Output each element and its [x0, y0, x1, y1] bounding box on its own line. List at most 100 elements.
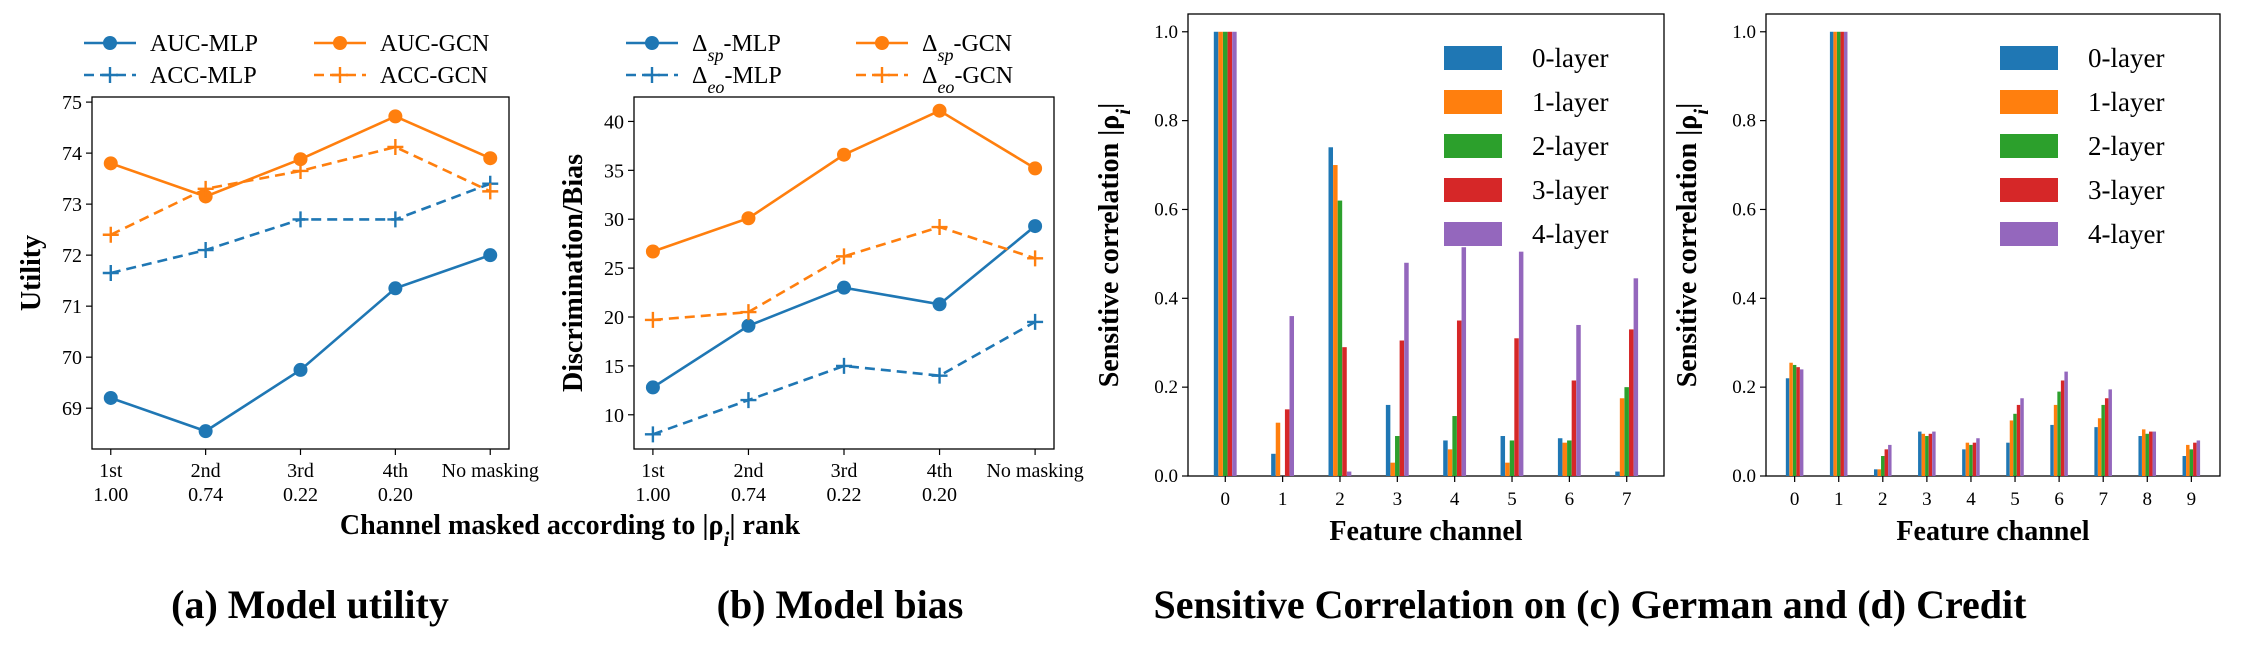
- series-line-eo-mlp: [652, 320, 1036, 436]
- data-point: [644, 311, 661, 328]
- bar-1-layer: [1447, 449, 1453, 476]
- x-tick-label: 4th: [383, 460, 409, 482]
- bar-1-layer: [1333, 165, 1338, 477]
- y-tick-label: 0.8: [1154, 111, 1178, 132]
- bar-3-layer: [1972, 442, 1977, 476]
- bar-0-layer: [2050, 424, 2054, 476]
- y-tick-label: 0.4: [1732, 288, 1756, 309]
- bar-2-layer: [2057, 391, 2061, 476]
- bar-2-layer: [2145, 433, 2149, 476]
- y-tick-label: 0.6: [1732, 199, 1756, 220]
- data-point: [932, 103, 947, 118]
- bar-4-layer: [1799, 369, 1804, 476]
- x-tick-label: 6: [1565, 489, 1575, 510]
- legend-label-1-layer: 1-layer: [2088, 87, 2164, 117]
- legend-label-eo-mlp: Δeo-MLP: [692, 63, 782, 97]
- legend-swatch-3-layer: [2000, 178, 2058, 202]
- series-line-acc-mlp: [110, 182, 491, 275]
- x-tick-label: 2nd: [191, 460, 221, 482]
- legend-label-auc-mlp: AUC-MLP: [150, 31, 258, 57]
- bar-1-layer: [1921, 433, 1926, 476]
- y-tick-label: 72: [62, 245, 82, 267]
- data-point: [482, 183, 499, 200]
- data-point: [387, 211, 404, 228]
- data-point: [102, 265, 119, 281]
- bar-0-layer: [1873, 469, 1878, 476]
- bar-0-layer: [1328, 147, 1334, 476]
- legend-marker: [102, 67, 118, 83]
- bar-0-layer: [1557, 438, 1563, 476]
- bar-0-layer: [1785, 378, 1790, 476]
- bar-4-layer: [2152, 431, 2157, 476]
- legend-swatch-0-layer: [2000, 46, 2058, 70]
- bar-2-layer: [1792, 364, 1797, 476]
- y-axis-label: Sensitive correlation |ρi|: [1094, 103, 1135, 388]
- legend-label-3-layer: 3-layer: [2088, 175, 2164, 205]
- bar-1-layer: [1562, 442, 1567, 476]
- bar-4-layer: [2108, 389, 2112, 476]
- data-point: [103, 390, 118, 405]
- bar-4-layer: [1888, 444, 1892, 476]
- y-tick-label: 0.2: [1154, 377, 1178, 398]
- bar-0-layer: [1443, 440, 1448, 476]
- x-axis-label: Feature channel: [1329, 516, 1522, 547]
- x-tick-label: 2nd: [733, 460, 763, 482]
- bar-4-layer: [2020, 398, 2024, 476]
- bar-3-layer: [1928, 433, 1933, 476]
- bar-2-layer: [1624, 387, 1629, 476]
- plot-frame: [91, 96, 510, 450]
- data-point: [837, 280, 851, 295]
- bar-1-layer: [2186, 444, 2190, 476]
- bar-2-layer: [1836, 31, 1841, 477]
- x-tick-label: 1.00: [635, 484, 670, 506]
- y-tick-label: 69: [62, 398, 82, 420]
- data-point: [1028, 219, 1043, 234]
- x-tick-label: 0.22: [283, 484, 318, 506]
- bar-0-layer: [2182, 456, 2186, 476]
- data-point: [292, 162, 309, 179]
- legend-label-sp-gcn: Δsp-GCN: [922, 31, 1012, 65]
- bar-4-layer: [2196, 440, 2201, 476]
- caption-model-bias: (b) Model bias: [717, 582, 964, 627]
- caption-model-utility: (a) Model utility: [171, 582, 449, 627]
- data-point: [483, 151, 498, 166]
- legend-label-acc-gcn: ACC-GCN: [380, 63, 488, 89]
- legend-marker: [644, 67, 660, 83]
- bar-1-layer: [1218, 31, 1223, 477]
- bar-1-layer: [2053, 404, 2058, 476]
- data-point: [293, 362, 308, 377]
- legend-marker: [103, 36, 117, 50]
- x-tick-label: 0: [1790, 489, 1800, 510]
- bar-3-layer: [2104, 398, 2109, 476]
- bar-3-layer: [1571, 380, 1577, 476]
- data-point: [197, 242, 214, 259]
- data-point: [837, 147, 851, 162]
- bar-2-layer: [1567, 440, 1572, 476]
- shared-x-axis-label: Channel masked according to |ρi| rank: [340, 510, 801, 551]
- bar-3-layer: [1456, 320, 1462, 476]
- x-tick-label: 2: [1335, 489, 1345, 510]
- legend-label-auc-gcn: AUC-GCN: [380, 31, 489, 57]
- legend-marker: [645, 36, 659, 50]
- x-tick-label: 3: [1922, 489, 1932, 510]
- bar-4-layer: [1633, 278, 1639, 476]
- x-tick-label: 1st: [99, 460, 123, 482]
- y-tick-label: 0.6: [1154, 199, 1178, 220]
- legend-swatch-0-layer: [1444, 46, 1502, 70]
- y-tick-label: 1.0: [1154, 22, 1178, 43]
- bar-4-layer: [1461, 247, 1467, 476]
- bar-2-layer: [1395, 436, 1400, 476]
- legend-label-2-layer: 2-layer: [2088, 131, 2164, 161]
- legend-label-1-layer: 1-layer: [1532, 87, 1608, 117]
- legend-swatch-1-layer: [1444, 90, 1502, 114]
- bar-3-layer: [1514, 338, 1519, 476]
- data-point: [644, 426, 661, 443]
- y-tick-label: 30: [604, 209, 624, 231]
- bar-1-layer: [1275, 422, 1281, 476]
- data-point: [388, 281, 403, 296]
- bar-4-layer: [1576, 324, 1581, 476]
- bar-4-layer: [2064, 371, 2068, 476]
